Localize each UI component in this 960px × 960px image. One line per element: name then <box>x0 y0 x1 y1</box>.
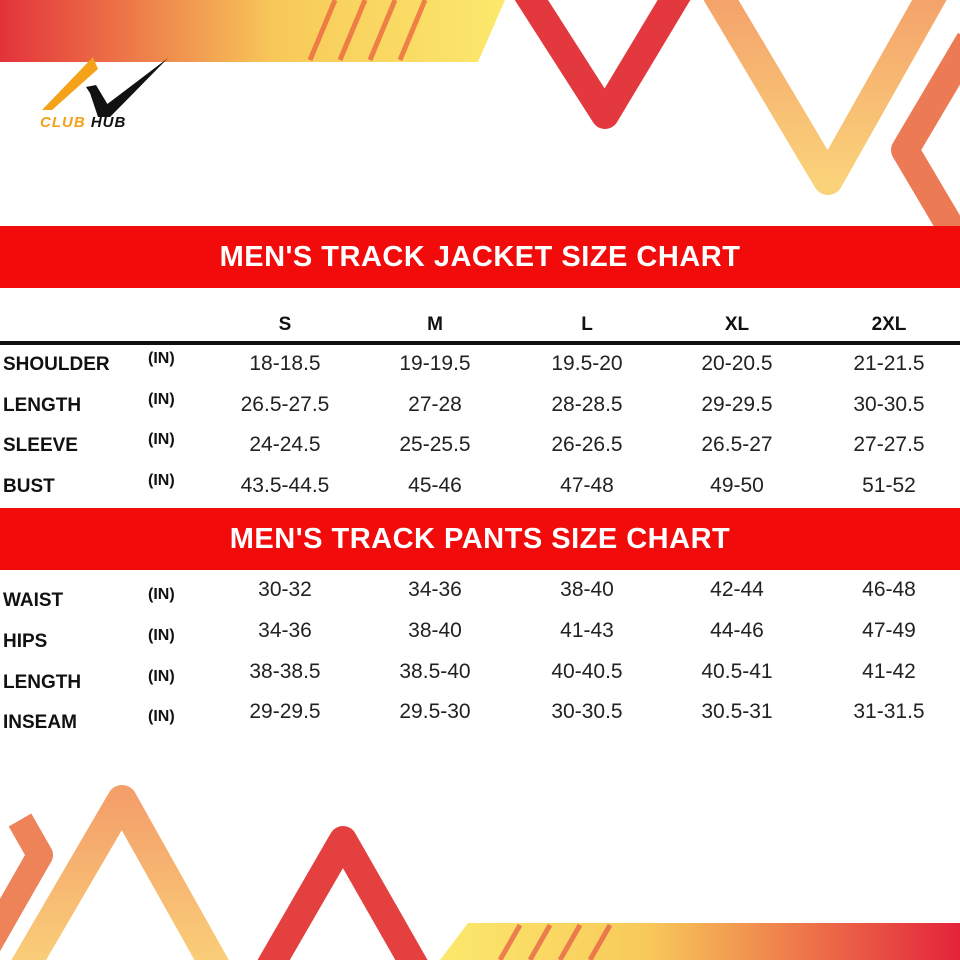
size-value: 47-48 <box>560 474 614 497</box>
size-value: 38.5-40 <box>399 660 471 683</box>
measurement-label: SLEEVE <box>3 435 78 456</box>
table-row: HIPS (IN) 34-36 38-40 41-43 44-46 47-49 <box>0 619 960 652</box>
size-value: 38-38.5 <box>249 660 321 683</box>
table-row: SLEEVE (IN) 24-24.5 25-25.5 26-26.5 26.5-27 27… <box>0 431 960 463</box>
top-chevron-red <box>514 0 691 129</box>
top-chevron-orange <box>703 0 947 195</box>
jacket-chart-title: MEN'S TRACK JACKET SIZE CHART <box>0 226 960 288</box>
right-chevron <box>891 32 960 268</box>
unit-label: (IN) <box>148 708 175 725</box>
size-value: 29.5-30 <box>399 700 471 723</box>
size-value: 21-21.5 <box>853 352 925 375</box>
size-value: 19-19.5 <box>399 352 471 375</box>
size-header: 2XL <box>871 314 907 335</box>
size-value: 27-27.5 <box>853 433 925 456</box>
unit-label: (IN) <box>148 431 175 448</box>
table-row: LENGTH (IN) 38-38.5 38.5-40 40-40.5 40.5-41 41… <box>0 660 960 693</box>
logo-text: CLUB HUB <box>40 114 127 131</box>
bottom-chevron-orange <box>11 785 229 960</box>
size-header: L <box>581 314 593 335</box>
top-stripe <box>0 0 505 62</box>
size-value: 30-32 <box>258 578 312 601</box>
header-divider <box>0 341 960 345</box>
measurement-label: SHOULDER <box>3 354 110 375</box>
size-value: 29-29.5 <box>249 700 321 723</box>
size-header: S <box>278 314 292 335</box>
size-value: 30.5-31 <box>701 700 773 723</box>
size-value: 34-36 <box>258 619 312 642</box>
size-value: 28-28.5 <box>551 393 623 416</box>
bottom-left-chevron <box>0 813 53 952</box>
table-row: WAIST (IN) 30-32 34-36 38-40 42-44 46-48 <box>0 578 960 611</box>
size-value: 19.5-20 <box>551 352 623 375</box>
size-value: 41-42 <box>862 660 916 683</box>
unit-label: (IN) <box>148 350 175 367</box>
size-value: 26.5-27.5 <box>240 393 330 416</box>
table-row: SHOULDER (IN) 18-18.5 19-19.5 19.5-20 20-20.5… <box>0 350 960 382</box>
size-value: 18-18.5 <box>249 352 321 375</box>
table-row: INSEAM (IN) 29-29.5 29.5-30 30-30.5 30.5-31 31… <box>0 700 960 733</box>
bottom-chevron-red <box>257 826 428 960</box>
bottom-stripe <box>440 923 960 960</box>
measurement-label: BUST <box>3 476 55 497</box>
size-value: 26-26.5 <box>551 433 623 456</box>
size-header: XL <box>724 314 750 335</box>
unit-label: (IN) <box>148 472 175 489</box>
unit-label: (IN) <box>148 391 175 408</box>
unit-label: (IN) <box>148 668 175 685</box>
size-value: 45-46 <box>408 474 462 497</box>
unit-label: (IN) <box>148 586 175 603</box>
size-value: 25-25.5 <box>399 433 471 456</box>
size-value: 26.5-27 <box>701 433 773 456</box>
size-header: M <box>427 314 443 335</box>
club-hub-logo <box>42 57 168 117</box>
size-value: 38-40 <box>560 578 614 601</box>
size-value: 42-44 <box>710 578 764 601</box>
size-value: 30-30.5 <box>853 393 925 416</box>
size-value: 40-40.5 <box>551 660 623 683</box>
size-value: 29-29.5 <box>701 393 773 416</box>
size-value: 49-50 <box>710 474 764 497</box>
size-value: 46-48 <box>862 578 916 601</box>
measurement-label: HIPS <box>3 631 48 652</box>
size-value: 44-46 <box>710 619 764 642</box>
size-value: 51-52 <box>862 474 916 497</box>
measurement-label: WAIST <box>3 590 64 611</box>
measurement-label: LENGTH <box>3 672 82 693</box>
size-value: 34-36 <box>408 578 462 601</box>
size-value: 47-49 <box>862 619 916 642</box>
size-value: 30-30.5 <box>551 700 623 723</box>
size-value: 24-24.5 <box>249 433 321 456</box>
pants-chart-title: MEN'S TRACK PANTS SIZE CHART <box>0 508 960 570</box>
measurement-label: INSEAM <box>3 712 77 733</box>
size-value: 41-43 <box>560 619 614 642</box>
size-value: 38-40 <box>408 619 462 642</box>
measurement-label: LENGTH <box>3 395 82 416</box>
unit-label: (IN) <box>148 627 175 644</box>
size-value: 31-31.5 <box>853 700 925 723</box>
table-row: LENGTH (IN) 26.5-27.5 27-28 28-28.5 29-29.5 30… <box>0 391 960 423</box>
size-value: 40.5-41 <box>701 660 773 683</box>
size-value: 27-28 <box>408 393 462 416</box>
size-value: 43.5-44.5 <box>240 474 330 497</box>
table-row: BUST (IN) 43.5-44.5 45-46 47-48 49-50 51-52 <box>0 472 960 504</box>
size-header-row: S M L XL 2XL <box>0 314 960 344</box>
size-value: 20-20.5 <box>701 352 773 375</box>
